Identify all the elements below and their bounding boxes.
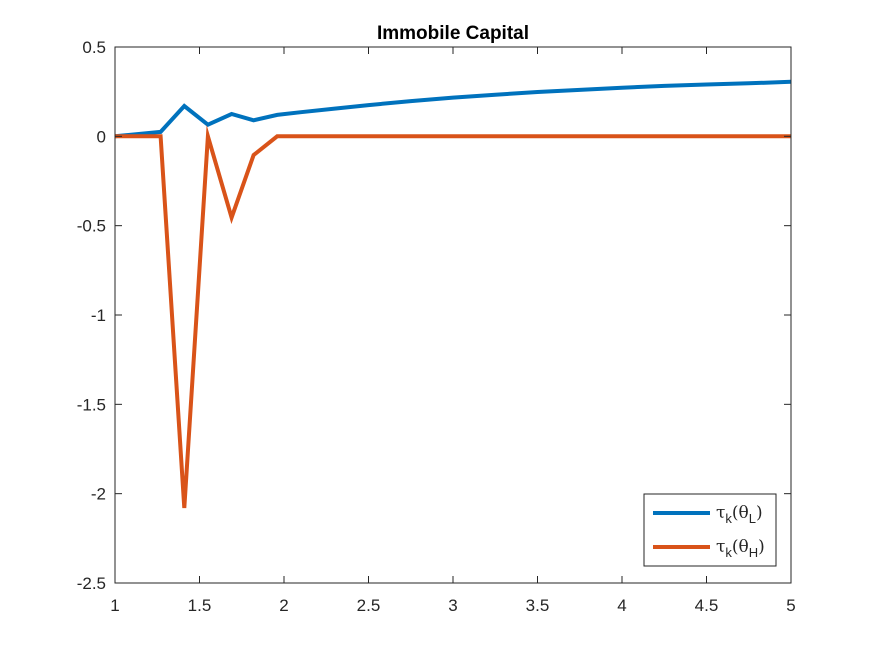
legend-label-part: L	[749, 511, 756, 526]
legend-label-part: τ	[716, 537, 725, 557]
x-tick-label: 4	[617, 596, 626, 615]
legend-label-part: H	[749, 545, 758, 560]
y-tick-label: -1.5	[77, 395, 106, 414]
legend-label-part: τ	[716, 503, 725, 523]
y-tick-label: -2.5	[77, 574, 106, 593]
series-layer	[114, 79, 792, 509]
x-tick-label: 4.5	[695, 596, 719, 615]
legend-box	[643, 493, 777, 567]
x-axis: 1 1.5 2 2.5 3 3.5 4 4.5 5	[110, 47, 796, 615]
y-tick-label: 0.5	[82, 38, 106, 57]
legend-label-part: )	[758, 537, 765, 557]
y-tick-label: -0.5	[77, 217, 106, 236]
x-tick-label: 3	[448, 596, 457, 615]
legend-label-1: τk(θL)	[716, 503, 763, 526]
legend: τk(θL)τk(θH)	[643, 493, 777, 567]
x-tick-label: 2	[279, 596, 288, 615]
series-line-2	[115, 124, 791, 509]
x-tick-label: 2.5	[357, 596, 381, 615]
y-tick-label: 0	[97, 127, 106, 146]
x-tick-label: 1.5	[188, 596, 212, 615]
legend-label-part: k	[725, 545, 732, 560]
legend-label-part: (θ	[732, 537, 749, 557]
x-tick-label: 1	[110, 596, 119, 615]
x-tick-label: 5	[786, 596, 795, 615]
y-axis: 0.5 0 -0.5 -1 -1.5 -2 -2.5	[77, 38, 791, 593]
y-tick-label: -1	[91, 306, 106, 325]
y-tick-label: -2	[91, 485, 106, 504]
legend-label-part: k	[725, 511, 732, 526]
x-tick-label: 3.5	[526, 596, 550, 615]
legend-label-part: (θ	[732, 503, 749, 523]
series-line-1	[114, 79, 792, 139]
chart-title: Immobile Capital	[377, 23, 529, 44]
legend-label-2: τk(θH)	[716, 537, 765, 560]
legend-label-part: )	[756, 503, 763, 523]
